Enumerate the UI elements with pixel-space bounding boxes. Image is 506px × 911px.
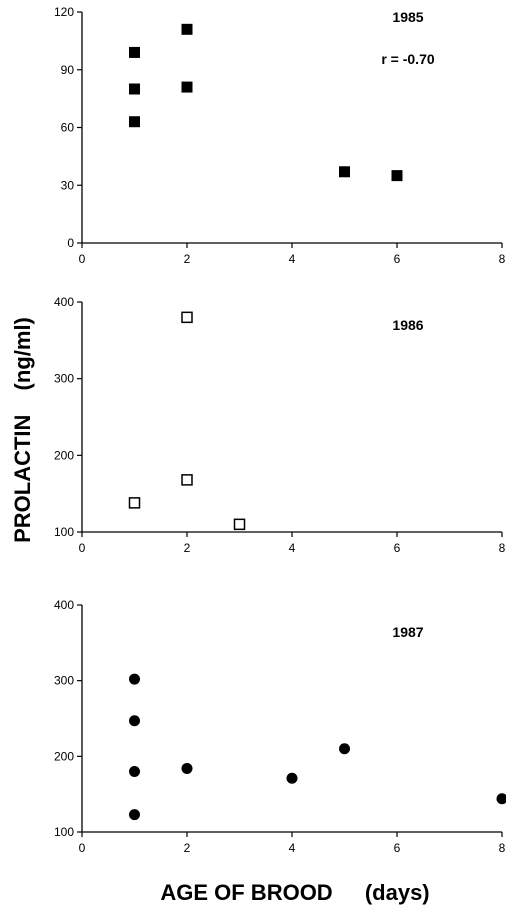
y-tick-label: 200 [54, 448, 74, 462]
data-point [339, 743, 350, 755]
x-tick-label: 0 [79, 541, 86, 555]
x-tick-label: 6 [394, 841, 401, 855]
y-tick-label: 300 [54, 674, 74, 688]
panel-1986: 100 200 300 400 0 2 4 6 8 1986 [54, 295, 506, 555]
data-point [129, 83, 140, 95]
y-tick-label: 400 [54, 598, 74, 612]
data-point [181, 81, 193, 93]
data-point [181, 762, 193, 774]
y-tick-label: 60 [61, 121, 75, 135]
x-tick-label: 4 [289, 841, 296, 855]
panel-1987: 100 200 300 400 0 2 4 6 8 1987 [54, 598, 506, 855]
data-point [129, 673, 140, 685]
data-point [286, 772, 298, 784]
y-tick-label: 90 [61, 63, 75, 77]
data-point [129, 809, 140, 821]
year-label: 1986 [392, 317, 423, 333]
x-axis-title-unit: (days) [365, 880, 430, 905]
y-axis-title-unit: (ng/ml) [10, 317, 35, 390]
y-tick-label: 30 [61, 178, 75, 192]
x-tick-label: 0 [79, 252, 86, 266]
data-point [129, 116, 140, 128]
data-point [129, 765, 140, 777]
y-tick-label: 200 [54, 749, 74, 763]
data-point [129, 715, 140, 727]
x-axis-title: AGE OF BROOD (days) [160, 880, 429, 905]
y-tick-label: 400 [54, 295, 74, 309]
x-tick-label: 8 [499, 252, 506, 266]
x-tick-label: 2 [184, 252, 191, 266]
data-point [181, 23, 193, 35]
data-point [129, 46, 140, 58]
correlation-annotation: r = -0.70 [381, 51, 435, 67]
y-tick-label: 0 [67, 236, 74, 250]
data-point [339, 166, 350, 178]
y-axis-title-main: PROLACTIN [10, 415, 35, 543]
y-tick-label: 100 [54, 525, 74, 539]
x-tick-label: 2 [184, 541, 191, 555]
data-point [496, 793, 506, 805]
x-axis-title-main: AGE OF BROOD [160, 880, 332, 905]
x-tick-label: 4 [289, 541, 296, 555]
data-point [181, 474, 193, 486]
x-tick-label: 2 [184, 841, 191, 855]
panel-1985: 0 30 60 90 120 0 2 4 6 8 1985 r = -0.70 [54, 5, 506, 266]
y-tick-label: 100 [54, 825, 74, 839]
y-axis-title: PROLACTIN (ng/ml) [10, 317, 35, 543]
x-tick-label: 8 [499, 841, 506, 855]
year-label: 1987 [392, 624, 423, 640]
data-point [391, 170, 403, 182]
year-label: 1985 [392, 9, 423, 25]
y-tick-label: 300 [54, 372, 74, 386]
x-tick-label: 0 [79, 841, 86, 855]
x-tick-label: 6 [394, 541, 401, 555]
y-tick-label: 120 [54, 5, 74, 19]
data-point [181, 311, 193, 324]
x-tick-label: 4 [289, 252, 296, 266]
x-tick-label: 6 [394, 252, 401, 266]
data-point [128, 497, 141, 509]
x-tick-label: 8 [499, 541, 506, 555]
data-point [233, 518, 246, 531]
